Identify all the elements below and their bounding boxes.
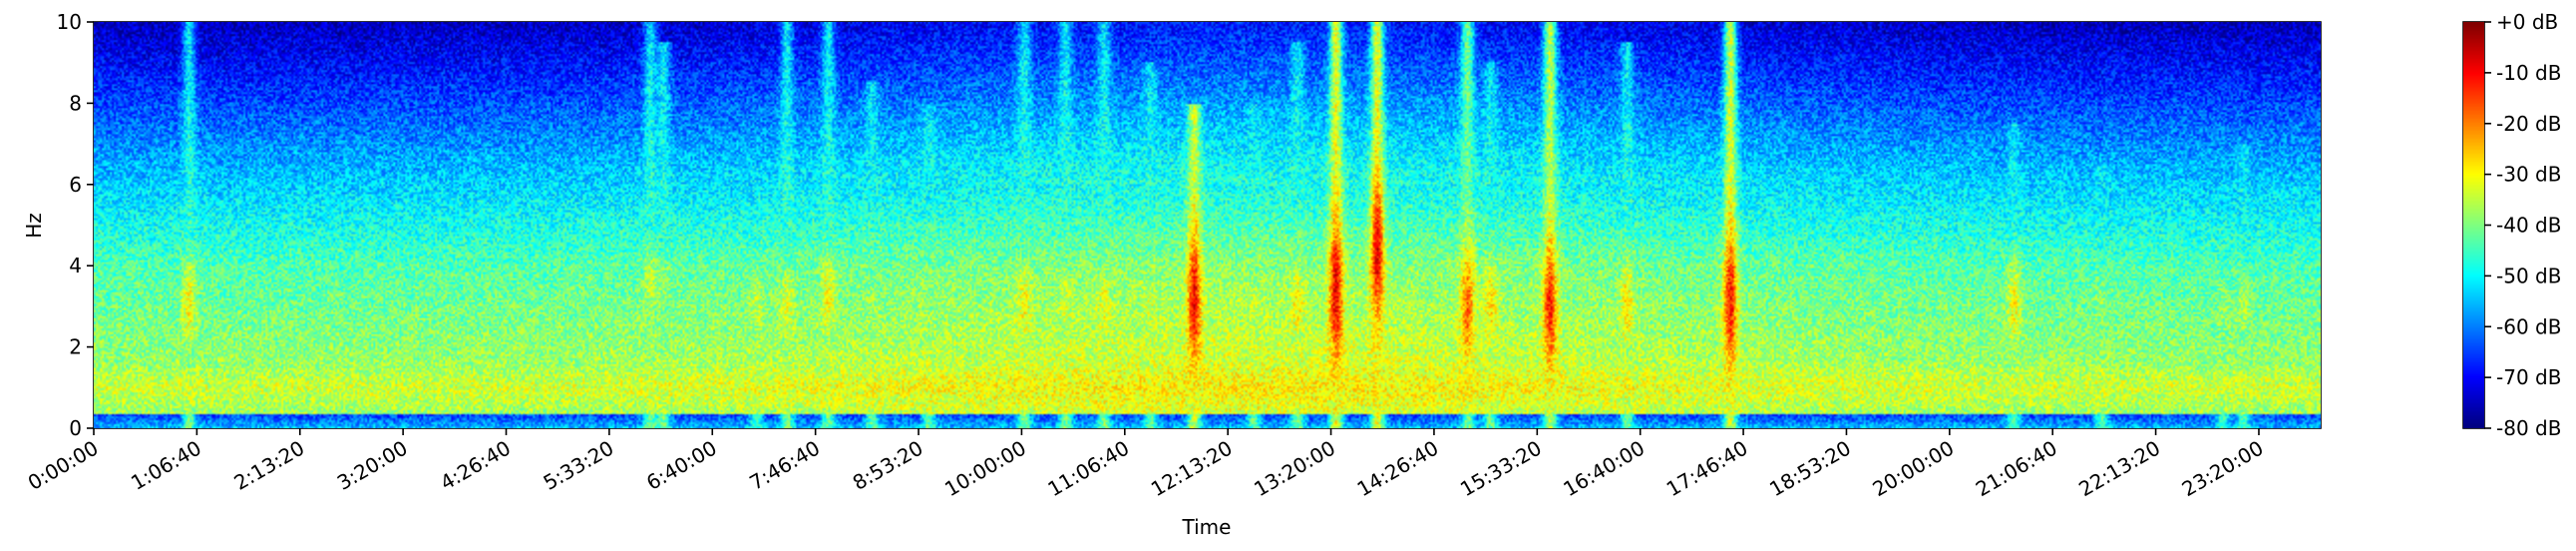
x-tick-label: 7:46:40 (745, 436, 824, 495)
colorbar-tick-label: -20 dB (2496, 112, 2561, 136)
x-axis-label: Time (1182, 515, 1232, 539)
y-tick-label: 0 (69, 416, 82, 440)
x-axis-ticks: 0:00:00 1:06:40 2:13:20 3:20:00 4:26:40 5:33:… (24, 428, 2268, 502)
x-tick-label: 14:26:40 (1353, 436, 1443, 502)
x-tick-label: 16:40:00 (1559, 436, 1649, 502)
y-axis-label: Hz (22, 213, 46, 239)
x-tick-label: 5:33:20 (540, 436, 618, 495)
x-tick-label: 3:20:00 (333, 436, 412, 495)
colorbar-gradient (2463, 22, 2484, 428)
x-tick-label: 17:46:40 (1662, 436, 1752, 502)
y-tick-label: 8 (69, 91, 82, 115)
x-tick-label: 21:06:40 (1972, 436, 2061, 502)
x-tick-label: 8:53:20 (849, 436, 927, 495)
x-tick-label: 11:06:40 (1044, 436, 1134, 502)
colorbar-tick-label: -70 dB (2496, 365, 2561, 389)
colorbar-tick-label: -60 dB (2496, 314, 2561, 338)
colorbar-tick-label: +0 dB (2496, 10, 2558, 34)
y-tick-label: 2 (69, 335, 82, 359)
x-tick-label: 22:13:20 (2074, 436, 2164, 502)
x-tick-label: 23:20:00 (2178, 436, 2268, 502)
x-tick-label: 12:13:20 (1147, 436, 1237, 502)
x-tick-label: 6:40:00 (642, 436, 721, 495)
x-tick-label: 0:00:00 (24, 436, 103, 495)
x-tick-label: 2:13:20 (229, 436, 308, 495)
colorbar-ticks: +0 dB -10 dB -20 dB -30 dB -40 dB -50 dB -60 d… (2484, 10, 2561, 440)
x-tick-label: 13:20:00 (1250, 436, 1339, 502)
y-axis-ticks: 0 2 4 6 8 10 (57, 10, 94, 440)
colorbar-tick-label: -40 dB (2496, 214, 2561, 238)
colorbar-tick-label: -10 dB (2496, 61, 2561, 85)
colorbar-tick-label: -80 dB (2496, 416, 2561, 440)
colorbar-tick-label: -50 dB (2496, 264, 2561, 287)
y-tick-label: 4 (69, 254, 82, 277)
y-tick-label: 10 (57, 10, 82, 34)
spectrogram-heatmap (94, 22, 2321, 428)
x-tick-label: 20:00:00 (1869, 436, 1959, 502)
x-tick-label: 10:00:00 (940, 436, 1030, 502)
x-tick-label: 1:06:40 (127, 436, 205, 495)
x-tick-label: 15:33:20 (1456, 436, 1546, 502)
colorbar-tick-label: -30 dB (2496, 163, 2561, 187)
x-tick-label: 4:26:40 (436, 436, 515, 495)
y-tick-label: 6 (69, 173, 82, 197)
x-tick-label: 18:53:20 (1765, 436, 1855, 502)
